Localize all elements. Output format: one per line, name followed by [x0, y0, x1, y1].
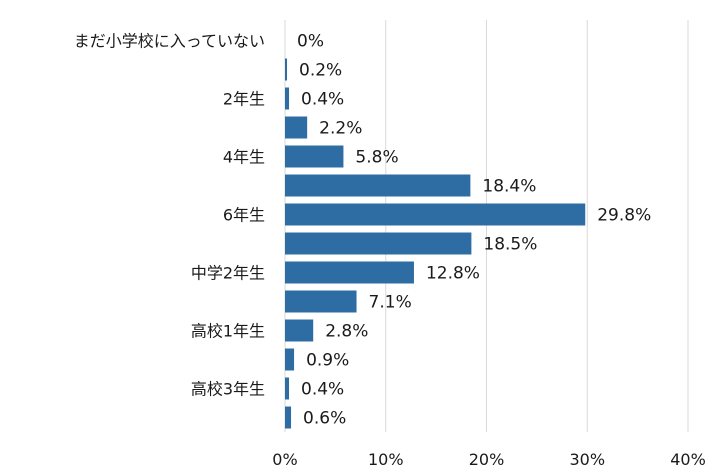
- category-label: 高校1年生: [191, 322, 265, 341]
- bar: [285, 319, 314, 342]
- x-tick-label: 0%: [272, 450, 297, 469]
- bar: [285, 290, 357, 313]
- value-label: 0.4%: [301, 90, 344, 110]
- bar: [285, 232, 472, 255]
- x-tick-label: 20%: [469, 450, 505, 469]
- value-labels: 0% 0.2% 0.4% 2.2% 5.8% 18.4% 29.8% 18.5%12.8% 7.…: [297, 32, 651, 429]
- value-label: 0.2%: [299, 61, 342, 81]
- value-label: 18.5%: [483, 235, 537, 255]
- bar: [285, 87, 290, 110]
- value-label: 2.8%: [325, 322, 368, 342]
- bar: [285, 116, 308, 139]
- bars: [285, 58, 586, 429]
- bar: [285, 261, 414, 284]
- category-label: 6年生: [223, 206, 265, 225]
- category-label: まだ小学校に入っていない: [74, 32, 265, 51]
- bar: [285, 58, 288, 81]
- category-label: 2年生: [223, 90, 265, 109]
- category-label: 高校3年生: [191, 380, 265, 399]
- value-label: 18.4%: [482, 177, 536, 197]
- value-label: 29.8%: [597, 206, 651, 226]
- x-tick-label: 40%: [670, 450, 706, 469]
- bar: [285, 174, 471, 197]
- value-label: 0%: [297, 32, 324, 52]
- value-label: 0.9%: [306, 351, 349, 371]
- value-label: 2.2%: [319, 119, 362, 139]
- x-tick-label: 30%: [569, 450, 605, 469]
- bar: [285, 145, 344, 168]
- bar: [285, 377, 290, 400]
- bar: [285, 348, 295, 371]
- value-label: 5.8%: [355, 148, 398, 168]
- category-label: 4年生: [223, 148, 265, 167]
- value-label: 0.6%: [303, 409, 346, 429]
- value-label: 12.8%: [426, 264, 480, 284]
- category-label: 中学2年生: [191, 264, 265, 283]
- value-label: 7.1%: [369, 293, 412, 313]
- x-axis-tick-labels: 0% 10% 20% 30% 40%: [272, 450, 705, 469]
- bar: [285, 406, 292, 429]
- x-tick-label: 10%: [368, 450, 404, 469]
- value-label: 0.4%: [301, 380, 344, 400]
- bar: [285, 203, 586, 226]
